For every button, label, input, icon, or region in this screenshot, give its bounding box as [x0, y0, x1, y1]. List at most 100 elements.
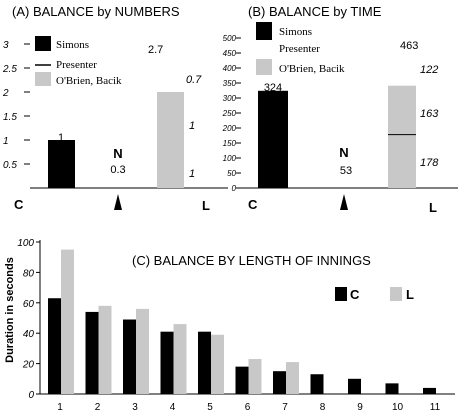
panel-a-label-l: L: [202, 198, 210, 213]
panel-b-legend-obrien: O'Brien, Bacik: [279, 63, 345, 75]
panel-b-stack-label-upper: 163: [420, 108, 439, 120]
panel-c-x-ticks: 1 2 3 4 5 6 7 8 9 10 11: [57, 402, 440, 413]
x-tick-label: 4: [170, 402, 176, 413]
panel-b-legend-value-presenter: 122: [420, 64, 438, 76]
y-tick-label: 100: [223, 154, 237, 163]
legend-swatch-c: [335, 287, 347, 301]
x-tick-label: 3: [132, 402, 138, 413]
x-tick-label: 2: [95, 402, 101, 413]
panel-c-bars: [48, 249, 436, 394]
y-tick-label: 2.5: [2, 64, 17, 75]
bar-c: [273, 371, 286, 394]
y-tick-label: 1.5: [3, 112, 17, 123]
y-tick-label: 50: [227, 169, 236, 178]
bar-c: [160, 331, 174, 394]
panel-b: (B) BALANCE by TIME 50045040035030025020…: [222, 4, 458, 215]
panel-b-title: (B) BALANCE by TIME: [248, 4, 382, 19]
y-tick-label: 150: [223, 139, 237, 148]
panel-b-stack-label-lower: 178: [420, 157, 439, 169]
bar-l: [388, 85, 416, 188]
y-tick-label: 60: [23, 299, 35, 310]
panel-a-legend-presenter: Presenter: [56, 59, 97, 71]
panel-b-legend-simons: Simons: [279, 26, 312, 38]
bar-c: [258, 90, 288, 188]
bar-l: [136, 308, 149, 394]
legend-swatch-simons: [256, 22, 272, 40]
panel-a-legend-value-total: 2.7: [148, 44, 163, 56]
panel-b-legend-value-total: 463: [400, 40, 418, 52]
bar-l: [211, 334, 224, 394]
legend-swatch-simons: [35, 36, 51, 51]
panel-a-presenter-marker: [114, 194, 122, 210]
y-tick-label: 450: [223, 49, 237, 58]
panel-a-legend-obrien: O'Brien, Bacik: [56, 75, 122, 87]
panel-c-legend-c: C: [350, 287, 360, 302]
bar-c: [310, 374, 324, 394]
panel-b-presenter-marker: [340, 194, 348, 210]
bar-l: [157, 92, 184, 188]
panel-b-bars: [258, 85, 416, 188]
panel-c-legend-l: L: [406, 287, 414, 302]
y-tick-label: 3: [3, 40, 9, 51]
panel-a-bars: [48, 92, 184, 188]
y-tick-label: 1: [3, 136, 9, 147]
panel-c-y-axis-label: Duration in seconds: [4, 257, 16, 363]
y-tick-label: 400: [223, 64, 237, 73]
panel-b-label-c: C: [248, 197, 258, 212]
y-tick-label: 20: [22, 360, 35, 371]
y-tick-label: 80: [23, 268, 35, 279]
bar-l: [248, 359, 262, 394]
panel-b-legend-presenter: Presenter: [279, 43, 320, 55]
bar-c: [48, 298, 61, 394]
x-tick-label: 9: [357, 402, 363, 413]
panel-a-label-c: C: [14, 197, 24, 212]
bar-c: [385, 383, 399, 394]
x-tick-label: 1: [57, 402, 63, 413]
y-tick-label: 300: [223, 94, 237, 103]
bar-l: [61, 249, 74, 394]
y-tick-label: 500: [223, 34, 237, 43]
legend-swatch-obrien: [256, 59, 272, 75]
x-tick-label: 7: [282, 402, 288, 413]
legend-swatch-l: [390, 287, 402, 301]
y-tick-label: 2: [2, 88, 9, 99]
panel-c-title: (C) BALANCE BY LENGTH OF INNINGS: [132, 253, 371, 268]
bar-c: [235, 366, 249, 394]
x-tick-label: 10: [392, 402, 404, 413]
y-tick-label: 200: [222, 124, 237, 133]
y-tick-label: 40: [23, 329, 35, 340]
panel-b-value-n: 53: [340, 165, 352, 177]
x-tick-label: 5: [207, 402, 213, 413]
panel-a-legend-simons: Simons: [56, 39, 89, 51]
x-tick-label: 11: [430, 402, 441, 413]
bar-c: [423, 387, 436, 394]
panel-a-stack-label-2: 1: [189, 168, 195, 180]
bar-c: [348, 378, 361, 394]
panel-a: (A) BALANCE by NUMBERS 3 2.5 2 1.5 1 0.5 Simo…: [2, 4, 228, 213]
panel-a-legend-value-presenter: 0.7: [186, 74, 202, 86]
bar-c: [198, 331, 211, 394]
legend-swatch-obrien: [35, 72, 51, 86]
panel-a-value-c: 1: [58, 132, 64, 144]
panel-a-value-n: 0.3: [110, 164, 125, 176]
panel-b-value-c: 324: [264, 82, 282, 94]
x-tick-label: 6: [245, 402, 251, 413]
x-tick-label: 8: [320, 402, 326, 413]
y-tick-label: 350: [223, 79, 237, 88]
bar-l: [98, 305, 112, 394]
panel-a-label-n: N: [113, 146, 122, 161]
panel-c-y-ticks: 100 80 60 40 20 0: [17, 238, 40, 401]
panel-a-title: (A) BALANCE by NUMBERS: [12, 4, 180, 19]
panel-b-label-n: N: [339, 145, 348, 160]
y-tick-label: 250: [222, 109, 237, 118]
panel-a-y-ticks: 3 2.5 2 1.5 1 0.5: [2, 40, 30, 171]
panel-c: (C) BALANCE BY LENGTH OF INNINGS Duratio…: [4, 238, 455, 413]
bar-l: [286, 362, 299, 394]
bar-c: [48, 140, 75, 188]
panel-a-stack-label-1: 1: [189, 120, 195, 132]
bar-l: [173, 324, 187, 394]
bar-c: [123, 319, 136, 394]
y-tick-label: 0: [28, 390, 34, 401]
y-tick-label: 0: [232, 184, 237, 193]
